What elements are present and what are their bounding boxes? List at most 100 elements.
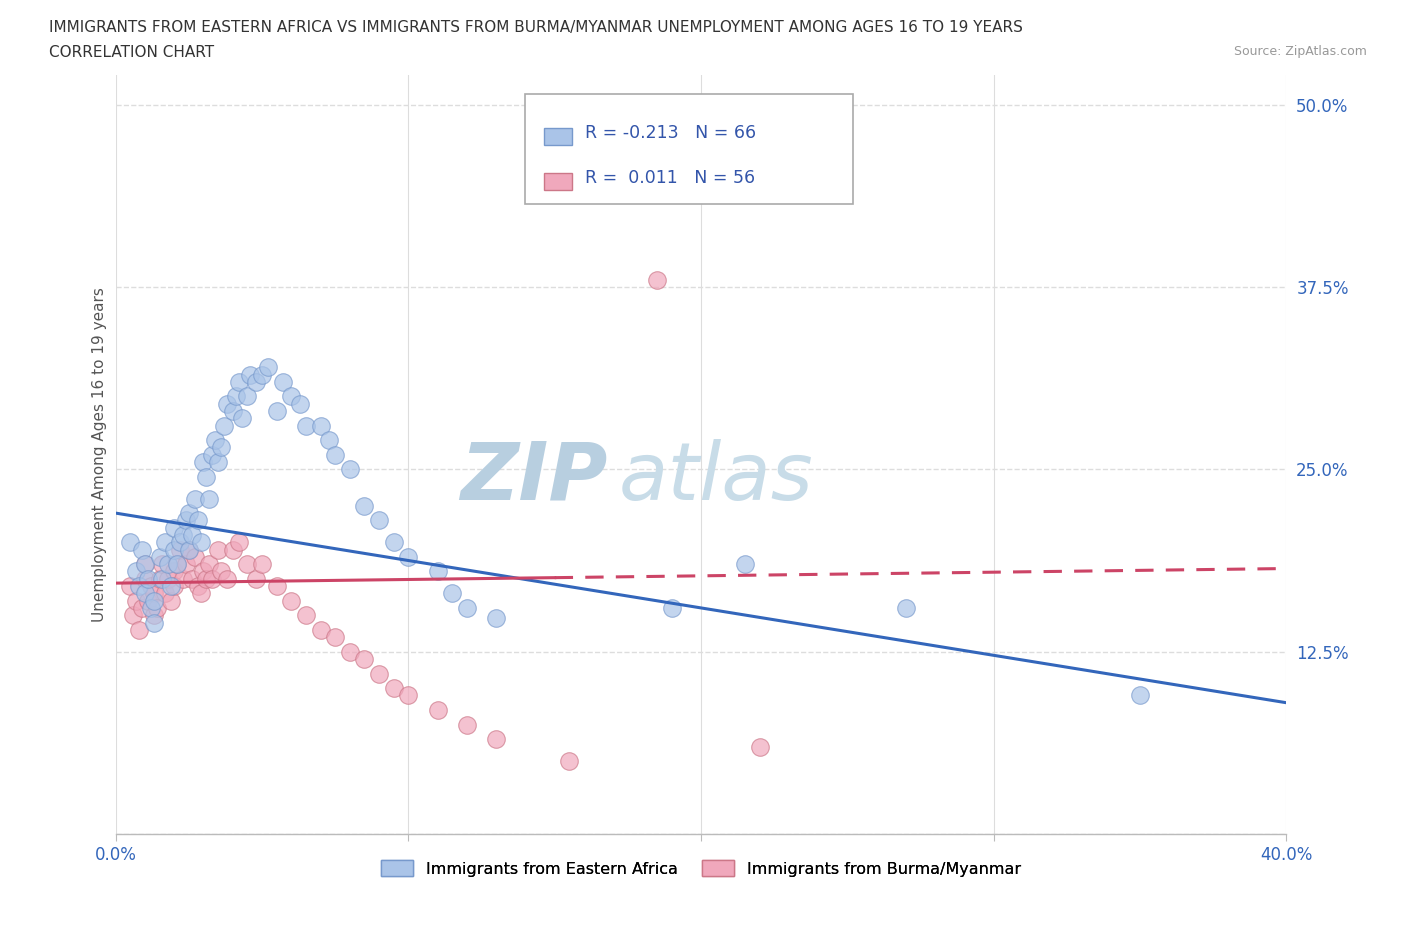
Point <box>318 432 340 447</box>
Point <box>183 550 205 565</box>
Point <box>187 513 209 528</box>
Point <box>245 375 267 390</box>
Point <box>155 586 177 601</box>
Point <box>231 411 253 426</box>
Point <box>201 447 224 462</box>
Point <box>323 447 346 462</box>
Point <box>339 462 361 477</box>
Point <box>382 681 405 696</box>
Point <box>209 440 232 455</box>
Point <box>295 608 318 623</box>
Point <box>157 571 180 586</box>
Point <box>177 542 200 557</box>
Point <box>266 578 288 593</box>
Point <box>250 367 273 382</box>
Point <box>215 396 238 411</box>
Point <box>134 586 156 601</box>
Point <box>295 418 318 433</box>
FancyBboxPatch shape <box>544 173 572 190</box>
Point <box>131 601 153 616</box>
Point <box>215 571 238 586</box>
Point <box>280 389 302 404</box>
Point <box>187 578 209 593</box>
Point <box>368 666 391 681</box>
Point <box>142 593 165 608</box>
Point <box>661 601 683 616</box>
Text: R = -0.213   N = 66: R = -0.213 N = 66 <box>585 125 756 142</box>
Point <box>183 491 205 506</box>
Point <box>120 578 142 593</box>
Point <box>172 571 194 586</box>
Point <box>245 571 267 586</box>
Point <box>148 571 170 586</box>
Point <box>163 564 186 578</box>
Point <box>645 272 668 287</box>
Point <box>734 557 756 572</box>
Point <box>160 578 183 593</box>
Point <box>134 571 156 586</box>
Point <box>198 491 221 506</box>
Point <box>180 571 202 586</box>
Point <box>190 586 212 601</box>
Point <box>212 418 235 433</box>
Point <box>152 571 174 586</box>
Point <box>339 644 361 659</box>
Text: IMMIGRANTS FROM EASTERN AFRICA VS IMMIGRANTS FROM BURMA/MYANMAR UNEMPLOYMENT AMO: IMMIGRANTS FROM EASTERN AFRICA VS IMMIGR… <box>49 20 1024 35</box>
Text: ZIP: ZIP <box>460 439 607 516</box>
Point <box>368 513 391 528</box>
Point <box>228 375 250 390</box>
Point <box>266 404 288 418</box>
Point <box>456 717 478 732</box>
Point <box>236 389 259 404</box>
Point <box>155 535 177 550</box>
Point <box>485 732 508 747</box>
Point <box>180 527 202 542</box>
Point <box>122 608 145 623</box>
Point <box>163 542 186 557</box>
Point <box>152 557 174 572</box>
Point <box>166 557 188 572</box>
Point <box>558 753 581 768</box>
Point <box>145 601 167 616</box>
Point <box>441 586 464 601</box>
Point <box>142 615 165 630</box>
Point <box>134 557 156 572</box>
Text: atlas: atlas <box>619 439 814 516</box>
Point <box>193 564 215 578</box>
Point <box>128 578 150 593</box>
Point <box>288 396 311 411</box>
Point <box>177 542 200 557</box>
Point <box>396 688 419 703</box>
Point <box>157 557 180 572</box>
Point <box>323 630 346 644</box>
Point <box>198 557 221 572</box>
Point <box>125 593 148 608</box>
Point <box>139 578 162 593</box>
Point <box>169 542 191 557</box>
Point <box>148 550 170 565</box>
Point <box>225 389 247 404</box>
Point <box>193 455 215 470</box>
Point <box>894 601 917 616</box>
Y-axis label: Unemployment Among Ages 16 to 19 years: Unemployment Among Ages 16 to 19 years <box>93 287 107 622</box>
Point <box>134 557 156 572</box>
Point <box>131 542 153 557</box>
Point <box>257 360 280 375</box>
Point <box>163 578 186 593</box>
Point <box>209 564 232 578</box>
Point <box>207 455 229 470</box>
FancyBboxPatch shape <box>526 95 853 205</box>
Point <box>125 564 148 578</box>
Point <box>172 527 194 542</box>
Point <box>222 404 245 418</box>
Point <box>239 367 262 382</box>
Point <box>236 557 259 572</box>
Text: Source: ZipAtlas.com: Source: ZipAtlas.com <box>1233 45 1367 58</box>
Point <box>748 739 770 754</box>
Point <box>174 557 197 572</box>
Point <box>120 535 142 550</box>
Point <box>163 520 186 535</box>
Point <box>353 498 375 513</box>
Text: CORRELATION CHART: CORRELATION CHART <box>49 45 214 60</box>
Point <box>142 608 165 623</box>
